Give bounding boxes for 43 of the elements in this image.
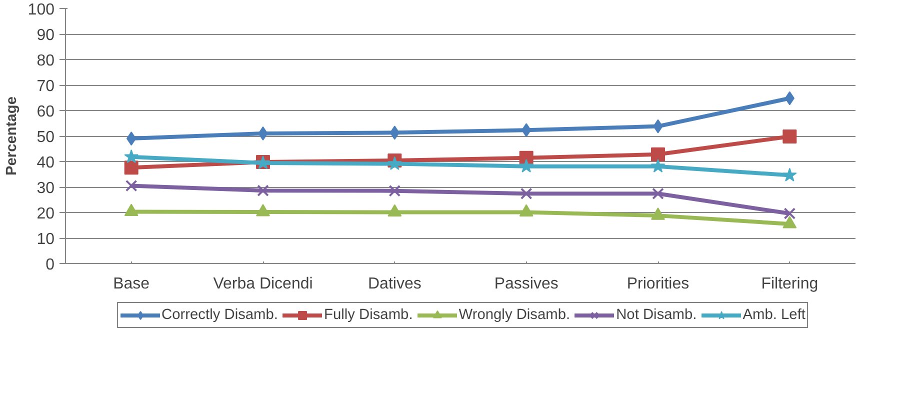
x-tick-label: Priorities: [626, 276, 690, 292]
y-tick-label: 40: [36, 154, 55, 172]
y-tick-label: 0: [46, 256, 55, 274]
point: [650, 158, 666, 173]
point: [124, 160, 138, 175]
point: [124, 204, 138, 216]
y-axis-title: Percentage: [4, 96, 20, 176]
point: [784, 208, 796, 220]
point: [388, 184, 401, 197]
point: [257, 184, 269, 197]
y-tick-label: 100: [28, 2, 55, 18]
point: [256, 204, 270, 216]
x-tick-label: Base: [113, 276, 150, 292]
point: [124, 149, 138, 164]
y-tick-label: 20: [36, 206, 55, 222]
point: [782, 216, 797, 228]
x-tick-label: Verba Dicendi: [213, 276, 313, 292]
x-tick-label: Filtering: [761, 276, 818, 292]
y-tick-label: 30: [36, 180, 55, 197]
x-tick-label: Passives: [494, 276, 558, 292]
legend-label: Wrongly Disamb.: [458, 307, 570, 323]
point: [651, 208, 665, 220]
y-tick-label: 90: [36, 27, 55, 44]
legend-label: Correctly Disamb.: [162, 307, 278, 323]
point: [651, 147, 665, 162]
legend-label: Not Disamb.: [616, 307, 697, 323]
y-tick-label: 60: [36, 104, 55, 120]
point: [652, 188, 664, 200]
point: [388, 204, 402, 216]
point: [519, 204, 534, 216]
x-tick-label: Datives: [368, 276, 422, 292]
point: [125, 180, 138, 192]
point: [519, 158, 534, 173]
point: [388, 156, 402, 170]
point: [782, 168, 797, 182]
point: [782, 130, 797, 144]
y-tick-label: 10: [36, 231, 55, 248]
legend-label: Amb. Left: [742, 307, 806, 323]
y-tick-label: 50: [36, 129, 55, 146]
legend-label: Fully Disamb.: [324, 307, 413, 323]
y-tick-label: 80: [36, 52, 55, 70]
point: [520, 188, 532, 200]
y-tick-label: 70: [36, 78, 55, 95]
